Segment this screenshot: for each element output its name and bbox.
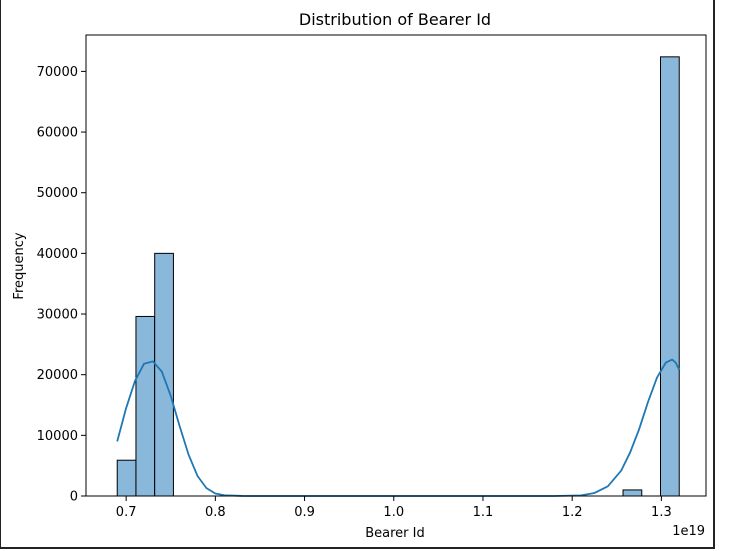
plot-area [85,34,707,497]
chart-title: Distribution of Bearer Id [299,10,491,29]
x-axis-label: Bearer Id [365,526,425,541]
y-tick-label: 10000 [37,429,78,444]
histogram-bar [622,489,643,497]
x-tick-label: 0.9 [294,505,315,520]
histogram-bar [116,459,137,497]
histogram-bar [135,315,156,497]
x-axis: 0.7 0.8 0.9 1.0 1.1 1.2 1.3 [116,496,672,520]
bars-group [116,56,680,497]
y-tick-label: 0 [70,490,78,505]
x-tick-label: 1.3 [651,505,672,520]
y-tick-label: 50000 [37,186,78,201]
y-tick-label: 30000 [37,308,78,323]
x-tick-label: 1.1 [473,505,494,520]
y-tick-label: 60000 [37,126,78,141]
x-tick-label: 1.2 [562,505,583,520]
y-axis: 0 10000 20000 30000 40000 50000 60000 70000 [37,65,86,505]
x-tick-label: 0.8 [205,505,226,520]
y-axis-label: Frequency [12,232,27,299]
histogram-bar [154,252,174,497]
x-offset-label: 1e19 [672,524,705,539]
figure-frame [0,0,715,549]
y-tick-label: 70000 [37,65,78,80]
x-tick-label: 0.7 [116,505,137,520]
y-tick-label: 40000 [37,247,78,262]
kde-group [116,358,681,497]
edge-strip [717,0,729,551]
histogram-bar [660,56,680,497]
x-tick-label: 1.0 [383,505,404,520]
y-tick-label: 20000 [37,368,78,383]
kde-line [116,358,681,497]
